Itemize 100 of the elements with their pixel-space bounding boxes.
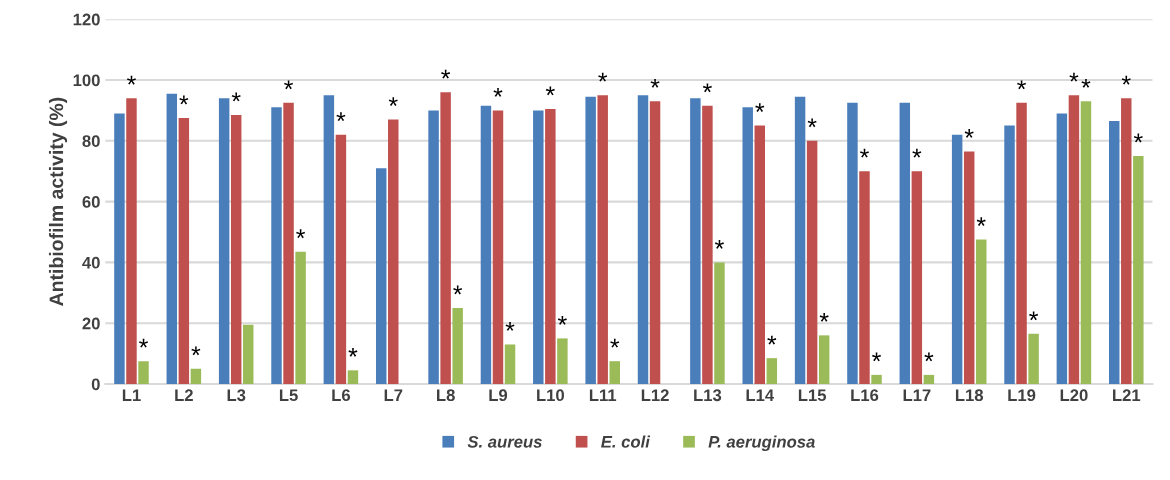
- bar: [899, 102, 911, 384]
- bar: [976, 239, 987, 384]
- annotation: *: [388, 97, 398, 106]
- bar: [1016, 102, 1027, 384]
- annotation: *: [336, 112, 346, 122]
- annotation: *: [1081, 78, 1091, 88]
- bar: [218, 98, 230, 384]
- legend-label: E. coli: [601, 435, 651, 448]
- bar: [1068, 95, 1080, 384]
- bar: [609, 361, 620, 384]
- bar: [1121, 98, 1132, 384]
- bar: [951, 134, 963, 384]
- bar: [178, 118, 190, 384]
- bar: [847, 102, 858, 384]
- bar: [388, 119, 399, 384]
- bar: [190, 368, 202, 384]
- bar: [126, 98, 137, 384]
- annotation: *: [860, 148, 869, 158]
- x-tick-label: L6: [332, 389, 351, 402]
- x-tick-label: L14: [746, 389, 775, 401]
- bar: [911, 171, 923, 384]
- bar: [504, 344, 516, 384]
- annotation: *: [348, 347, 358, 357]
- annotation: *: [127, 75, 136, 85]
- bar: [375, 168, 387, 384]
- bar: [1080, 101, 1092, 384]
- annotation: *: [557, 316, 567, 325]
- x-tick-label: L5: [279, 389, 298, 402]
- annotation: *: [296, 229, 306, 239]
- bar: [806, 140, 818, 384]
- x-tick-label: L2: [175, 389, 193, 401]
- annotation: *: [139, 338, 148, 348]
- annotation: *: [284, 80, 294, 90]
- bar: [452, 308, 463, 384]
- bar: [138, 361, 149, 384]
- legend-label: S. aureus: [467, 435, 542, 448]
- y-axis-title: Antibiofilm activity (%): [48, 97, 68, 306]
- annotation: *: [872, 352, 881, 362]
- annotation: *: [650, 78, 660, 88]
- annotation: *: [505, 322, 515, 331]
- x-tick-label: L16: [851, 389, 879, 402]
- bar: [440, 92, 451, 384]
- bar: [818, 335, 830, 384]
- annotation: *: [1121, 75, 1131, 85]
- annotation: *: [441, 69, 451, 79]
- x-tick-label: L7: [384, 389, 403, 401]
- bar: [166, 93, 178, 384]
- bar: [428, 110, 439, 384]
- bar: [766, 358, 778, 384]
- annotation: *: [976, 217, 986, 226]
- annotation: *: [714, 240, 724, 249]
- bar: [754, 125, 765, 384]
- bar: [1056, 113, 1068, 384]
- x-tick-label: L17: [903, 389, 931, 401]
- bar: [1108, 121, 1120, 384]
- y-tick-label: 80: [82, 135, 100, 147]
- bar: [637, 95, 649, 384]
- x-tick-label: L11: [589, 389, 617, 401]
- bar: [702, 105, 713, 384]
- x-tick-label: L3: [227, 389, 246, 402]
- bar: [871, 374, 882, 384]
- bar: [690, 98, 701, 384]
- annotation: *: [964, 129, 974, 138]
- bar: [1133, 156, 1144, 384]
- x-tick-label: L8: [437, 389, 455, 402]
- y-tick-label: 120: [73, 13, 100, 26]
- annotation: *: [807, 118, 817, 128]
- bar: [271, 107, 282, 384]
- annotation: *: [1133, 133, 1143, 143]
- annotation: *: [1017, 80, 1027, 90]
- annotation: *: [924, 352, 934, 362]
- bar: [649, 101, 661, 384]
- annotation: *: [610, 338, 620, 348]
- annotation: *: [767, 335, 777, 345]
- x-tick-label: L20: [1060, 389, 1088, 402]
- bar: [243, 324, 254, 384]
- x-tick-label: L12: [641, 389, 669, 401]
- annotation: *: [493, 88, 503, 97]
- bar: [597, 95, 608, 384]
- annotation: *: [191, 346, 201, 356]
- annotation: *: [1069, 72, 1079, 82]
- x-tick-label: L10: [537, 389, 565, 402]
- bar: [963, 151, 975, 384]
- bar: [295, 251, 306, 384]
- annotation: *: [231, 92, 241, 102]
- x-tick-label: L19: [1008, 389, 1036, 402]
- annotation: *: [598, 72, 608, 82]
- annotation: *: [545, 86, 555, 96]
- bar: [585, 96, 596, 384]
- annotation: *: [912, 148, 922, 158]
- annotation: *: [1029, 311, 1039, 321]
- bar: [923, 374, 935, 384]
- y-tick-label: 100: [73, 74, 100, 87]
- bar: [545, 108, 556, 384]
- y-tick-label: 0: [91, 378, 100, 391]
- x-tick-label: L1: [122, 389, 141, 401]
- bar: [794, 96, 806, 384]
- bar: [557, 338, 568, 384]
- y-tick-label: 40: [82, 256, 100, 269]
- bar: [323, 95, 335, 384]
